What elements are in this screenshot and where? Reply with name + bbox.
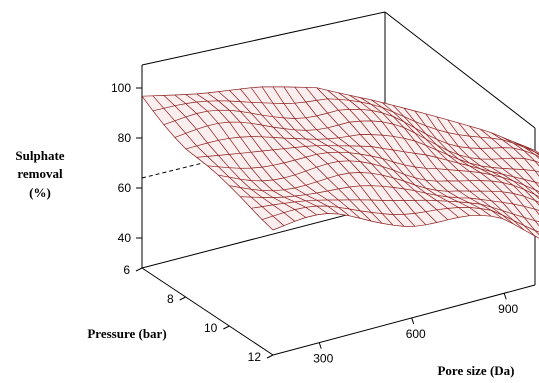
z-axis-title-line-2: removal <box>17 166 63 181</box>
box-edge-top-left <box>141 11 386 66</box>
surface-line-pore-direction <box>152 98 539 155</box>
surface-line-pore-direction <box>229 172 539 203</box>
box-edge-top-right <box>384 11 536 129</box>
x-tick-label: 300 <box>313 352 333 366</box>
y-tick-mark <box>266 354 274 359</box>
axis-ticks: 40 60 80 100 6 8 10 12 300 600 900 <box>111 81 519 366</box>
surface-line-pore-direction <box>196 145 539 184</box>
surface-line-pore-direction <box>163 108 539 157</box>
y-tick-mark <box>223 325 230 330</box>
axis-pore-size-line <box>272 284 536 356</box>
x-tick-mark <box>318 342 322 349</box>
y-tick-label: 6 <box>123 263 130 277</box>
surface-fill <box>142 86 539 239</box>
surface-line-pore-direction <box>174 120 539 163</box>
surface-line-pore-direction <box>240 185 539 211</box>
z-axis-title-line-1: Sulphate <box>15 148 64 163</box>
x-tick-mark <box>411 317 415 325</box>
response-surface <box>141 86 539 239</box>
y-tick-mark <box>179 296 186 301</box>
y-tick-label: 10 <box>204 321 218 335</box>
surface-line-pore-direction <box>251 199 539 223</box>
surface-line-pore-direction <box>218 160 539 198</box>
z-tick-label: 60 <box>118 181 132 195</box>
x-axis-title: Pore size (Da) <box>437 363 514 378</box>
axis-titles: Sulphate removal (%) Pressure (bar) Pore… <box>15 148 514 378</box>
box-edge-floor-back <box>141 204 386 269</box>
y-tick-mark <box>135 267 143 272</box>
surface-line-pore-direction <box>185 134 539 173</box>
surface-line-pore-direction <box>261 205 539 233</box>
y-tick-label: 8 <box>167 292 174 306</box>
surface-line-pore-direction <box>141 86 536 151</box>
x-tick-mark <box>503 293 507 300</box>
z-tick-label: 80 <box>118 131 132 145</box>
x-tick-label: 900 <box>498 302 518 316</box>
y-tick-label: 12 <box>248 350 262 364</box>
surface-line-pore-direction <box>207 151 539 192</box>
x-tick-label: 600 <box>406 327 426 341</box>
axis-pressure-line <box>141 267 274 356</box>
z-axis-title-line-3: (%) <box>29 185 51 200</box>
z-tick-label: 100 <box>111 81 131 95</box>
surface-line-pore-direction <box>272 213 539 239</box>
z-tick-label: 40 <box>118 231 132 245</box>
y-axis-title: Pressure (bar) <box>87 326 166 341</box>
